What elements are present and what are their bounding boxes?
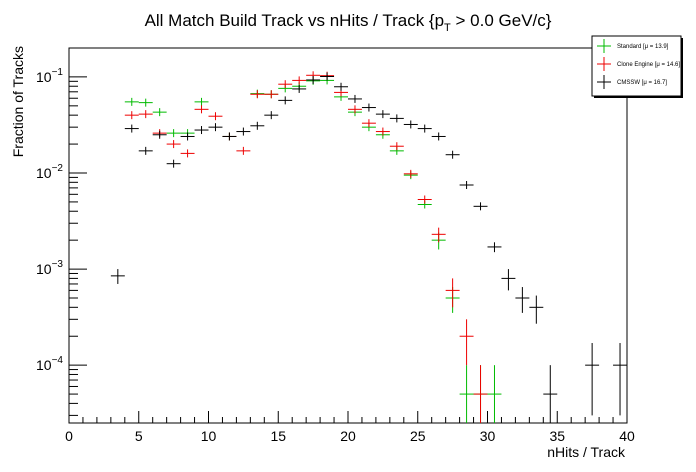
chart-title-subscript: T — [444, 22, 451, 34]
y-tick-label: 10−4 — [36, 355, 63, 373]
x-tick-label: 25 — [410, 428, 426, 444]
x-tick-label: 30 — [480, 428, 496, 444]
legend: Standard [μ = 13.9] Clone Engine [μ = 14.… — [591, 35, 683, 98]
y-tick-exponent: −1 — [52, 67, 64, 78]
y-tick-base: 10 — [36, 165, 52, 181]
x-tick-label: 10 — [201, 428, 217, 444]
chart-title: All Match Build Track vs nHits / Track {… — [145, 11, 552, 34]
y-tick-exponent: −4 — [52, 355, 64, 366]
y-tick-base: 10 — [36, 69, 52, 85]
x-tick-label: 0 — [65, 428, 73, 444]
x-tick-label: 35 — [549, 428, 565, 444]
x-tick-label: 20 — [340, 428, 356, 444]
y-tick-exponent: −3 — [52, 259, 64, 270]
legend-label: CMSSW [μ = 16.7] — [617, 80, 667, 86]
y-tick-base: 10 — [36, 357, 52, 373]
y-axis-title: Fraction of Tracks — [10, 46, 26, 157]
y-tick-label: 10−3 — [36, 259, 63, 277]
legend-shadow-bottom — [594, 96, 683, 98]
y-tick-label: 10−2 — [36, 163, 63, 181]
y-tick-base: 10 — [36, 261, 52, 277]
legend-label: Clone Engine [μ = 14.6] — [617, 62, 680, 68]
y-tick-label: 10−1 — [36, 67, 63, 85]
y-tick-exponent: −2 — [52, 163, 64, 174]
x-axis-title: nHits / Track — [547, 444, 626, 460]
series-cmssw — [110, 72, 627, 423]
legend-shadow-right — [681, 38, 683, 98]
legend-label: Standard [μ = 13.9] — [617, 44, 669, 50]
x-tick-label: 15 — [270, 428, 286, 444]
x-tick-label: 5 — [135, 428, 143, 444]
x-tick-label: 40 — [619, 428, 635, 444]
